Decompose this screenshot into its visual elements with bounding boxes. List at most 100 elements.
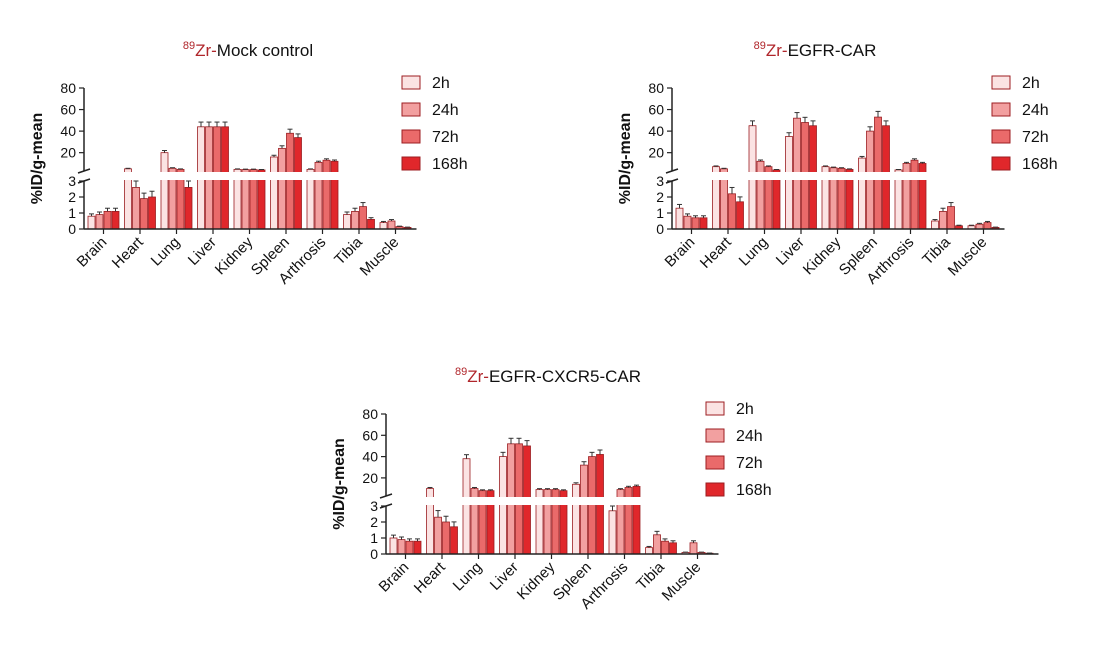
title-main: Mock control bbox=[217, 41, 313, 60]
bar-liver-2h bbox=[785, 136, 793, 230]
legend-swatch-72h bbox=[705, 455, 725, 470]
x-tick-label-kidney: Kidney bbox=[514, 558, 559, 603]
axis-break-mark bbox=[77, 168, 91, 174]
legend-swatch-2h bbox=[991, 75, 1011, 90]
x-tick-label-brain: Brain bbox=[74, 234, 111, 271]
bar-brain-2h bbox=[389, 537, 398, 555]
bar-lung-24h bbox=[756, 160, 765, 230]
bar-spleen-72h bbox=[286, 132, 294, 230]
legend-swatch-2h bbox=[705, 401, 725, 416]
y-tick-label: 20 bbox=[362, 470, 378, 486]
bar-spleen-168h bbox=[294, 137, 302, 230]
legend-label-72h: 72h bbox=[432, 129, 459, 146]
y-tick-label: 20 bbox=[648, 145, 664, 161]
bar-spleen-72h bbox=[588, 456, 596, 555]
bar-brain-72h bbox=[691, 217, 700, 230]
bar-tibia-24h bbox=[351, 210, 359, 230]
x-tick-label-heart: Heart bbox=[109, 233, 148, 272]
bar-muscle-24h bbox=[387, 220, 396, 230]
legend-label-168h: 168h bbox=[432, 156, 468, 173]
y-axis-label: %ID/g-mean bbox=[29, 113, 46, 205]
axis-break-mark bbox=[665, 168, 679, 174]
axis-break-mark bbox=[379, 493, 393, 499]
title-prefix: Zr- bbox=[766, 41, 788, 60]
y-tick-label: 3 bbox=[68, 173, 76, 189]
legend-label-24h: 24h bbox=[432, 102, 459, 119]
bar-brain-168h bbox=[111, 210, 120, 230]
bar-spleen-2h bbox=[572, 483, 580, 555]
title-superscript: 89 bbox=[455, 366, 467, 378]
bar-tibia-72h bbox=[661, 540, 669, 555]
bar-heart-24h bbox=[132, 186, 140, 230]
bar-spleen-2h bbox=[858, 157, 866, 230]
bar-tibia-72h bbox=[947, 206, 955, 230]
y-tick-label: 0 bbox=[370, 546, 378, 562]
legend-label-72h: 72h bbox=[1022, 129, 1049, 146]
y-tick-label: 40 bbox=[648, 123, 664, 139]
y-axis-label: %ID/g-mean bbox=[617, 113, 634, 205]
y-tick-label: 80 bbox=[648, 80, 664, 96]
title-main: EGFR-CAR bbox=[788, 41, 877, 60]
legend-swatch-168h bbox=[401, 156, 421, 171]
axis-break-band bbox=[673, 172, 1006, 180]
y-tick-label: 60 bbox=[60, 102, 76, 118]
bar-brain-72h bbox=[405, 540, 414, 555]
bar-muscle-24h bbox=[689, 542, 698, 555]
title-main: EGFR-CXCR5-CAR bbox=[489, 367, 641, 386]
y-tick-label: 80 bbox=[362, 406, 378, 422]
bar-heart-72h bbox=[140, 198, 148, 230]
bar-heart-24h bbox=[434, 516, 442, 555]
bar-tibia-72h bbox=[359, 206, 367, 230]
bar-brain-2h bbox=[87, 215, 96, 230]
legend-swatch-72h bbox=[991, 129, 1011, 144]
legend-label-24h: 24h bbox=[736, 428, 763, 445]
x-tick-label-muscle: Muscle bbox=[659, 559, 705, 605]
x-tick-label-heart: Heart bbox=[411, 558, 450, 597]
bar-tibia-2h bbox=[645, 547, 653, 555]
bar-brain-2h bbox=[675, 207, 684, 230]
legend-label-24h: 24h bbox=[1022, 102, 1049, 119]
x-tick-label-brain: Brain bbox=[662, 234, 699, 271]
bar-spleen-2h bbox=[270, 156, 278, 230]
x-tick-label-kidney: Kidney bbox=[212, 233, 257, 278]
y-tick-label: 1 bbox=[68, 205, 76, 221]
bar-arthrosis-72h bbox=[910, 159, 919, 230]
bar-lung-2h bbox=[160, 152, 169, 230]
legend-label-168h: 168h bbox=[1022, 156, 1058, 173]
legend-swatch-72h bbox=[401, 129, 421, 144]
bar-heart-72h bbox=[442, 521, 450, 555]
x-tick-label-muscle: Muscle bbox=[357, 234, 403, 280]
bar-tibia-168h bbox=[367, 218, 375, 230]
x-tick-label-lung: Lung bbox=[450, 559, 486, 595]
title-superscript: 89 bbox=[754, 40, 766, 52]
y-tick-label: 3 bbox=[656, 173, 664, 189]
bar-tibia-168h bbox=[669, 542, 677, 555]
x-tick-label-brain: Brain bbox=[376, 559, 413, 596]
y-tick-label: 2 bbox=[370, 514, 378, 530]
y-tick-label: 0 bbox=[68, 221, 76, 237]
bar-muscle-2h bbox=[379, 222, 388, 230]
bar-brain-168h bbox=[699, 217, 708, 230]
axis-break-band bbox=[85, 172, 418, 180]
bar-spleen-24h bbox=[580, 464, 588, 555]
y-tick-label: 20 bbox=[60, 145, 76, 161]
chart-title: 89Zr-Mock control bbox=[183, 40, 313, 60]
bar-brain-24h bbox=[397, 539, 406, 555]
title-superscript: 89 bbox=[183, 40, 195, 52]
legend-label-2h: 2h bbox=[432, 75, 450, 92]
y-tick-label: 2 bbox=[68, 189, 76, 205]
bar-arthrosis-168h bbox=[330, 160, 339, 230]
y-tick-label: 0 bbox=[656, 221, 664, 237]
legend-swatch-168h bbox=[991, 156, 1011, 171]
bar-tibia-24h bbox=[939, 210, 947, 230]
bar-heart-168h bbox=[450, 526, 458, 555]
y-tick-label: 60 bbox=[362, 427, 378, 443]
legend-label-2h: 2h bbox=[1022, 75, 1040, 92]
bar-brain-24h bbox=[95, 214, 104, 230]
x-tick-label-lung: Lung bbox=[736, 234, 772, 270]
legend-label-2h: 2h bbox=[736, 401, 754, 418]
bar-muscle-72h bbox=[983, 222, 992, 230]
legend-swatch-24h bbox=[401, 102, 421, 117]
chart-title: 89Zr-EGFR-CXCR5-CAR bbox=[455, 366, 641, 386]
